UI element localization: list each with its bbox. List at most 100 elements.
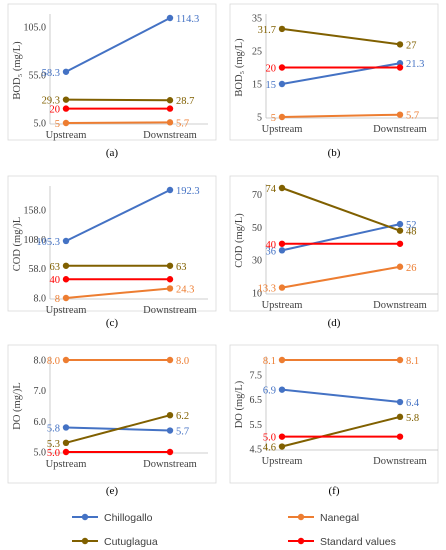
chart-panel-e: 5.0 6.0 7.0 8.0 DO (mg/)L Upstream Downstream 5…: [7, 344, 217, 497]
data-label: 5: [55, 119, 60, 130]
series-line: [65, 98, 171, 102]
data-label: 114.3: [176, 14, 199, 25]
y-tick-label: 5.0: [34, 448, 47, 459]
data-label: 8.1: [263, 356, 276, 367]
data-point: [396, 240, 404, 247]
chart-panel-d: 10 30 50 70 COD (mg/L) Upstream Downstream 36 52…: [229, 175, 439, 329]
data-point: [62, 448, 70, 456]
data-point: [62, 96, 70, 103]
data-point: [278, 240, 286, 247]
data-point: [278, 247, 286, 254]
x-category-label: Downstream: [373, 456, 427, 467]
x-category-label: Downstream: [373, 300, 427, 311]
data-point: [396, 413, 404, 421]
y-tick-label: 7.0: [34, 386, 47, 397]
legend-swatch-marker: [297, 513, 305, 521]
legend-item-standard: Standard values: [288, 536, 396, 548]
x-category-label: Upstream: [46, 305, 87, 316]
x-category-label: Upstream: [262, 300, 303, 311]
legend-item-chillogallo: Chillogallo: [72, 512, 153, 524]
data-label: 63: [50, 262, 61, 273]
data-label: 74: [266, 184, 277, 195]
data-label: 5: [271, 113, 276, 124]
data-label: 36: [266, 246, 277, 257]
data-point: [166, 448, 174, 456]
legend-item-cutuglagua: Cutuglagua: [72, 536, 158, 548]
data-label: 20: [266, 64, 277, 75]
y-tick-label: 55.0: [29, 70, 47, 81]
data-point: [166, 276, 174, 283]
chart-panel-f: 4.5 5.5 6.5 7.5 DO (mg/L) Upstream Downstream 6…: [229, 344, 439, 497]
data-label: 40: [50, 275, 61, 286]
y-tick-label: 50: [252, 223, 262, 234]
x-category-label: Downstream: [143, 459, 197, 470]
y-tick-label: 30: [252, 256, 262, 267]
data-label: 5.3: [47, 439, 60, 450]
data-label: 5.8: [47, 423, 60, 434]
series-cutuglagua: 63 63: [50, 262, 187, 273]
y-tick-label: 5.0: [34, 119, 47, 130]
data-point: [166, 412, 174, 419]
y-axis-label: DO (mg/)L: [12, 382, 23, 430]
y-tick-label: 15: [252, 80, 262, 91]
data-point: [62, 237, 70, 245]
series-chillogallo: 6.9 6.4: [263, 386, 420, 409]
data-label: 52: [406, 220, 417, 231]
y-tick-label: 4.5: [250, 445, 263, 456]
y-tick-label: 6.5: [250, 395, 263, 406]
data-point: [396, 111, 404, 118]
data-label: 28.7: [176, 96, 194, 107]
data-label: 5.0: [47, 448, 60, 459]
data-label: 21.3: [406, 59, 424, 70]
series-line: [65, 287, 171, 299]
series-nanegal: 8.1 8.1: [263, 356, 419, 367]
data-label: 192.3: [176, 186, 200, 197]
y-tick-label: 25: [252, 47, 262, 58]
y-axis-label: BOD₅ (mg/L): [12, 41, 23, 100]
data-point: [278, 386, 286, 393]
y-tick-label: 8.0: [34, 294, 47, 305]
panel-letter: (c): [106, 317, 119, 329]
data-label: 20: [50, 105, 61, 116]
series-standard-values: 20: [50, 105, 174, 116]
series-standard-values: 5.0: [263, 433, 404, 444]
data-label: 15: [266, 80, 277, 91]
data-point: [166, 262, 174, 269]
data-point: [396, 64, 404, 71]
data-label: 63: [176, 262, 187, 273]
data-label: 8.0: [176, 356, 189, 367]
data-point: [62, 68, 70, 75]
legend-swatch-marker: [81, 537, 89, 545]
data-label: 58.3: [42, 68, 60, 79]
y-tick-label: 108.0: [24, 235, 47, 246]
series-line: [65, 414, 171, 444]
panel-frame: [229, 344, 439, 484]
series-nanegal: 13.3 26: [258, 263, 417, 295]
data-point: [62, 424, 70, 431]
data-label: 8.0: [47, 356, 60, 367]
data-label: 6.4: [406, 398, 420, 409]
series-standard-values: 40: [50, 275, 174, 286]
data-point: [278, 64, 286, 71]
x-category-label: Downstream: [143, 130, 197, 141]
series-line: [281, 113, 401, 118]
series-line: [281, 415, 401, 448]
data-point: [62, 119, 70, 127]
legend-label: Standard values: [320, 536, 396, 548]
x-category-label: Downstream: [143, 305, 197, 316]
data-label: 13.3: [258, 284, 276, 295]
data-label: 8.1: [406, 356, 419, 367]
data-point: [166, 186, 174, 194]
data-point: [396, 398, 404, 406]
data-label: 5.8: [406, 413, 419, 424]
y-tick-label: 5.5: [250, 420, 263, 431]
series-chillogallo: 58.3 114.3: [42, 14, 200, 79]
data-point: [278, 113, 286, 121]
panel-frame: [7, 344, 217, 484]
series-cutuglagua: 74 48: [266, 184, 417, 238]
x-category-label: Upstream: [262, 456, 303, 467]
panel-frame: [7, 175, 217, 312]
y-tick-label: 70: [252, 190, 262, 201]
